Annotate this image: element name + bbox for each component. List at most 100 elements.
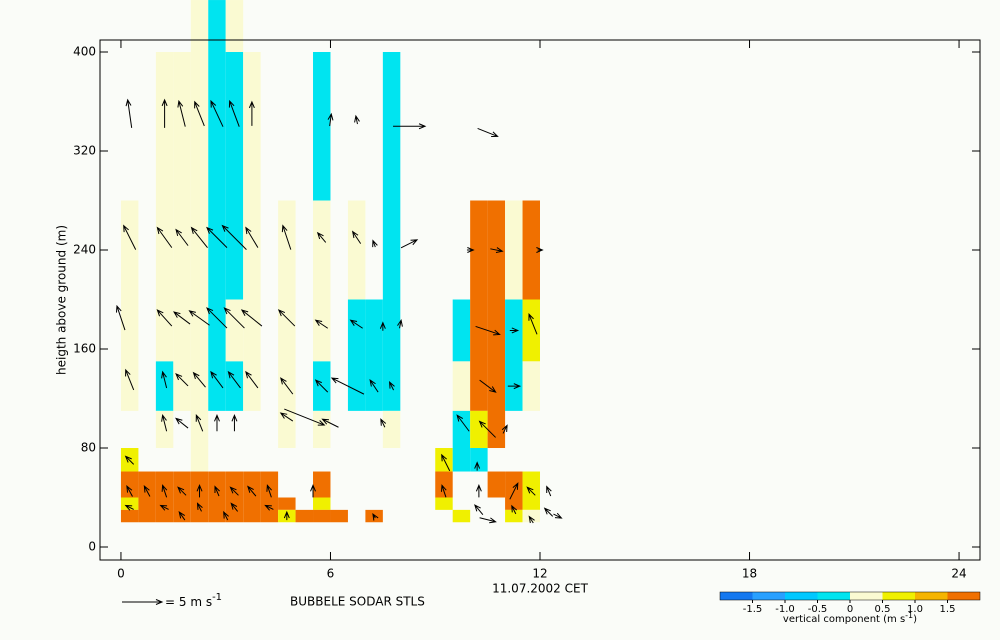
y-tick-label: 320 (73, 144, 96, 158)
wind-arrow (330, 377, 365, 395)
wind-arrow (349, 319, 363, 329)
cell (155, 410, 174, 449)
wind-arrow (190, 226, 208, 248)
wind-arrow (161, 98, 168, 128)
wind-arrow (281, 224, 292, 250)
wind-arrow (393, 123, 427, 130)
cell (452, 299, 471, 362)
colorbar-swatch (720, 592, 753, 600)
wind-arrow (280, 377, 294, 395)
colorbar-tick-label: 1.0 (907, 604, 923, 615)
wind-arrow (173, 311, 191, 325)
cell (382, 410, 401, 449)
wind-arrow (192, 371, 206, 388)
wind-arrow (214, 413, 220, 432)
cell (452, 361, 471, 411)
cell (155, 52, 174, 362)
wind-arrow (526, 486, 536, 496)
wind-arrow (175, 373, 189, 387)
wind-arrow (188, 310, 210, 326)
wind-arrow (125, 98, 133, 128)
cell (120, 200, 139, 411)
cell (313, 410, 331, 449)
colorbar-tick-label: 1.5 (940, 604, 956, 615)
x-tick-label: 0 (117, 567, 125, 581)
cell (522, 200, 540, 300)
cell (120, 471, 139, 498)
wind-arrow (528, 515, 535, 524)
cell (470, 448, 488, 472)
colorbar-swatch (882, 592, 915, 600)
y-tick-label: 80 (81, 441, 96, 455)
wind-arrow (266, 484, 273, 498)
cell (120, 509, 139, 523)
cell (278, 497, 296, 510)
wind-arrow (543, 507, 554, 517)
wind-arrow (161, 413, 168, 432)
wind-arrow (221, 224, 247, 250)
x-tick-label: 18 (742, 567, 757, 581)
wind-arrow (310, 484, 316, 498)
arrow-legend-sup: -1 (212, 592, 222, 603)
cell (225, 299, 244, 362)
wind-arrow (230, 502, 239, 512)
colorbar-tick-label: -1.0 (775, 604, 795, 615)
wind-arrow (124, 455, 135, 465)
wind-arrow (228, 99, 240, 127)
cell (522, 299, 540, 362)
cell (330, 509, 348, 523)
cell (435, 471, 453, 498)
wind-arrow (178, 511, 186, 521)
wind-arrow (194, 100, 205, 127)
wind-arrow (456, 414, 470, 432)
cell (278, 200, 296, 449)
x-tick-label: 24 (951, 567, 966, 581)
wind-arrow (240, 309, 263, 327)
colorbar-tick-label: -0.5 (808, 604, 828, 615)
wind-arrow (528, 313, 538, 335)
y-tick-label: 0 (88, 540, 96, 554)
wind-arrow (553, 512, 563, 519)
wind-arrow (440, 484, 447, 498)
wind-arrow (177, 99, 186, 127)
wind-arrow (314, 379, 329, 393)
cell (155, 361, 174, 411)
cell (505, 299, 523, 411)
wind-arrow (214, 485, 220, 497)
wind-arrow (229, 486, 239, 496)
cell (313, 200, 331, 362)
wind-arrow (475, 325, 501, 336)
cell (225, 361, 244, 411)
cell (487, 200, 506, 449)
wind-arrow (478, 420, 496, 438)
cell (208, 471, 226, 523)
cell (155, 471, 174, 523)
wind-arrow (389, 380, 395, 391)
cell (505, 200, 523, 300)
colorbar-swatch (915, 592, 948, 600)
wind-arrow (490, 247, 504, 253)
cell (225, 52, 244, 300)
cell (452, 410, 471, 472)
wind-arrow (380, 418, 387, 428)
wind-arrow (227, 370, 241, 389)
cell (225, 471, 244, 523)
wind-arrow (196, 502, 203, 512)
cell (487, 471, 506, 498)
colorbar-swatch (850, 592, 883, 600)
wind-arrow (474, 461, 481, 471)
cell (208, 0, 226, 411)
wind-arrow (245, 226, 259, 248)
wind-arrow (351, 230, 362, 244)
cell (522, 509, 540, 523)
cell (120, 497, 139, 510)
wind-arrow (372, 239, 378, 248)
wind-arrow (210, 370, 224, 389)
y-axis-label: heigth above ground (m) (55, 225, 69, 375)
arrows (115, 98, 563, 524)
legend-arrow (122, 599, 164, 605)
wind-arrow (247, 485, 257, 497)
cell (313, 471, 331, 498)
cell (260, 471, 279, 523)
